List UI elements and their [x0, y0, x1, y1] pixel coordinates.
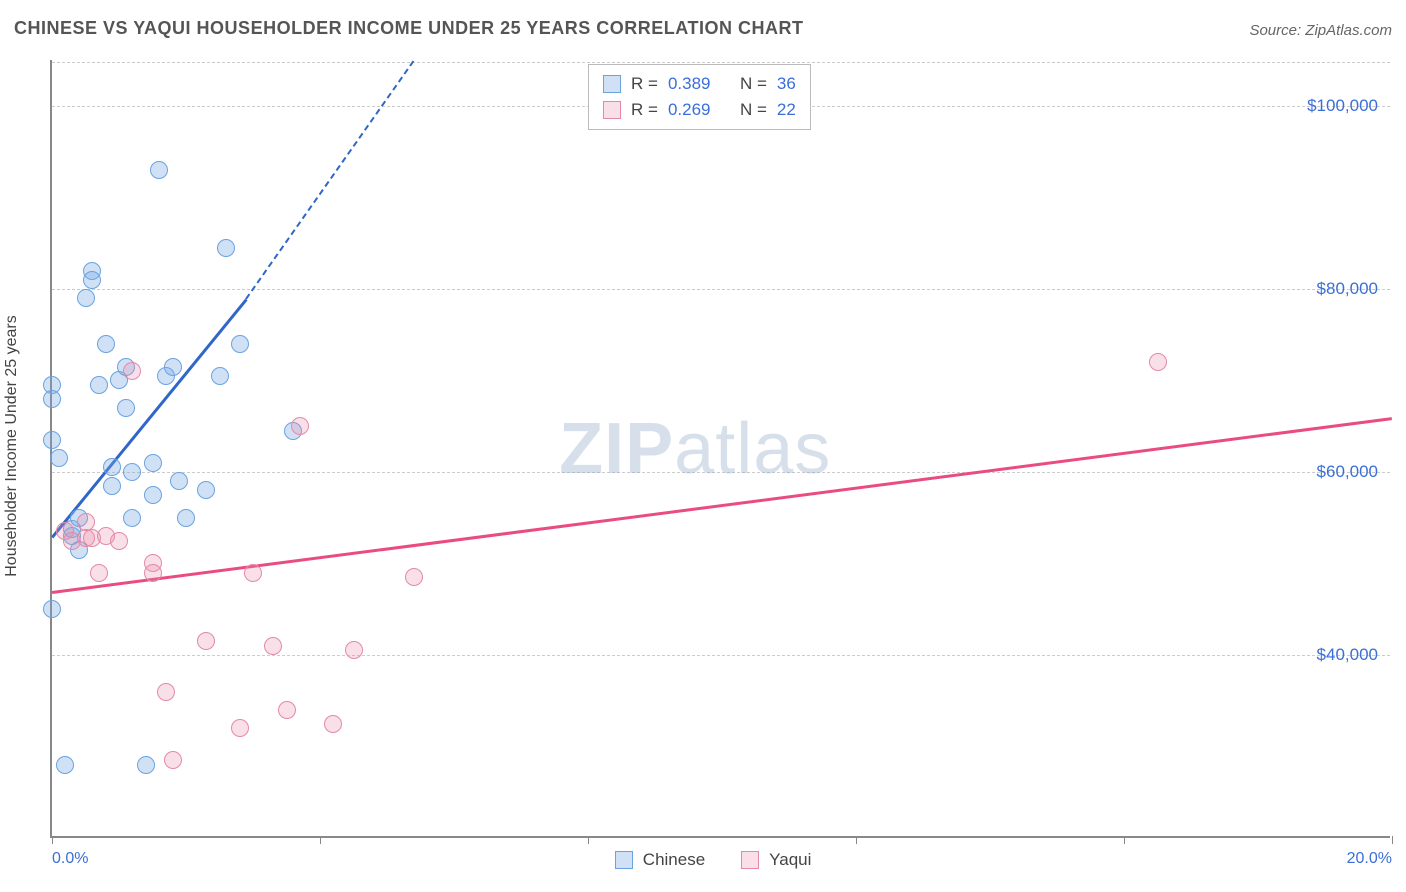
- scatter-point-chinese: [50, 449, 68, 467]
- scatter-point-chinese: [150, 161, 168, 179]
- plot-area: $40,000$60,000$80,000$100,0000.0%20.0%ZI…: [50, 60, 1390, 838]
- x-tick-label: 0.0%: [52, 850, 88, 868]
- source-credit: Source: ZipAtlas.com: [1249, 22, 1392, 39]
- scatter-point-yaqui: [231, 719, 249, 737]
- scatter-point-chinese: [123, 509, 141, 527]
- scatter-point-chinese: [164, 358, 182, 376]
- chart-title: CHINESE VS YAQUI HOUSEHOLDER INCOME UNDE…: [14, 18, 803, 39]
- legend-item: Chinese: [615, 850, 705, 870]
- scatter-point-chinese: [177, 509, 195, 527]
- scatter-point-yaqui: [144, 564, 162, 582]
- legend-swatch: [741, 851, 759, 869]
- legend-swatch: [603, 101, 621, 119]
- scatter-point-chinese: [43, 390, 61, 408]
- gridline: [52, 62, 1390, 63]
- scatter-point-yaqui: [324, 715, 342, 733]
- scatter-point-yaqui: [1149, 353, 1167, 371]
- legend-label: Yaqui: [769, 850, 811, 870]
- scatter-point-chinese: [43, 600, 61, 618]
- scatter-point-chinese: [117, 399, 135, 417]
- legend-label: Chinese: [643, 850, 705, 870]
- scatter-point-yaqui: [157, 683, 175, 701]
- scatter-point-chinese: [217, 239, 235, 257]
- y-tick-label: $40,000: [1317, 645, 1378, 665]
- scatter-point-yaqui: [345, 641, 363, 659]
- trend-line-dashed: [245, 60, 414, 299]
- scatter-point-yaqui: [197, 632, 215, 650]
- scatter-point-chinese: [197, 481, 215, 499]
- scatter-point-chinese: [231, 335, 249, 353]
- legend-item: Yaqui: [741, 850, 811, 870]
- legend-swatch: [603, 75, 621, 93]
- scatter-point-yaqui: [405, 568, 423, 586]
- x-tick: [1392, 836, 1393, 844]
- y-tick-label: $100,000: [1307, 96, 1378, 116]
- scatter-point-chinese: [97, 335, 115, 353]
- scatter-point-yaqui: [164, 751, 182, 769]
- scatter-point-yaqui: [264, 637, 282, 655]
- scatter-point-chinese: [170, 472, 188, 490]
- y-tick-label: $60,000: [1317, 462, 1378, 482]
- scatter-point-chinese: [144, 486, 162, 504]
- legend-stats-row: R =0.389 N =36: [603, 71, 796, 97]
- scatter-point-yaqui: [278, 701, 296, 719]
- scatter-point-chinese: [103, 477, 121, 495]
- scatter-point-yaqui: [123, 362, 141, 380]
- x-tick: [320, 836, 321, 844]
- legend-stats-row: R =0.269 N =22: [603, 97, 796, 123]
- scatter-point-chinese: [90, 376, 108, 394]
- scatter-point-chinese: [211, 367, 229, 385]
- scatter-point-yaqui: [110, 532, 128, 550]
- scatter-point-chinese: [83, 271, 101, 289]
- legend-stats: R =0.389 N =36R =0.269 N =22: [588, 64, 811, 130]
- scatter-point-yaqui: [291, 417, 309, 435]
- scatter-point-chinese: [56, 756, 74, 774]
- x-tick: [1124, 836, 1125, 844]
- x-tick: [52, 836, 53, 844]
- gridline: [52, 655, 1390, 656]
- x-tick: [856, 836, 857, 844]
- scatter-point-chinese: [103, 458, 121, 476]
- watermark: ZIPatlas: [559, 408, 831, 490]
- x-tick-label: 20.0%: [1347, 850, 1392, 868]
- scatter-point-yaqui: [90, 564, 108, 582]
- scatter-point-chinese: [137, 756, 155, 774]
- y-axis-label: Householder Income Under 25 years: [3, 315, 21, 576]
- scatter-point-chinese: [43, 431, 61, 449]
- scatter-point-chinese: [144, 454, 162, 472]
- y-tick-label: $80,000: [1317, 279, 1378, 299]
- gridline: [52, 472, 1390, 473]
- chart-container: CHINESE VS YAQUI HOUSEHOLDER INCOME UNDE…: [0, 0, 1406, 892]
- scatter-point-chinese: [77, 289, 95, 307]
- x-tick: [588, 836, 589, 844]
- scatter-point-yaqui: [244, 564, 262, 582]
- scatter-point-chinese: [123, 463, 141, 481]
- legend-series: Chinese Yaqui: [615, 850, 812, 870]
- legend-swatch: [615, 851, 633, 869]
